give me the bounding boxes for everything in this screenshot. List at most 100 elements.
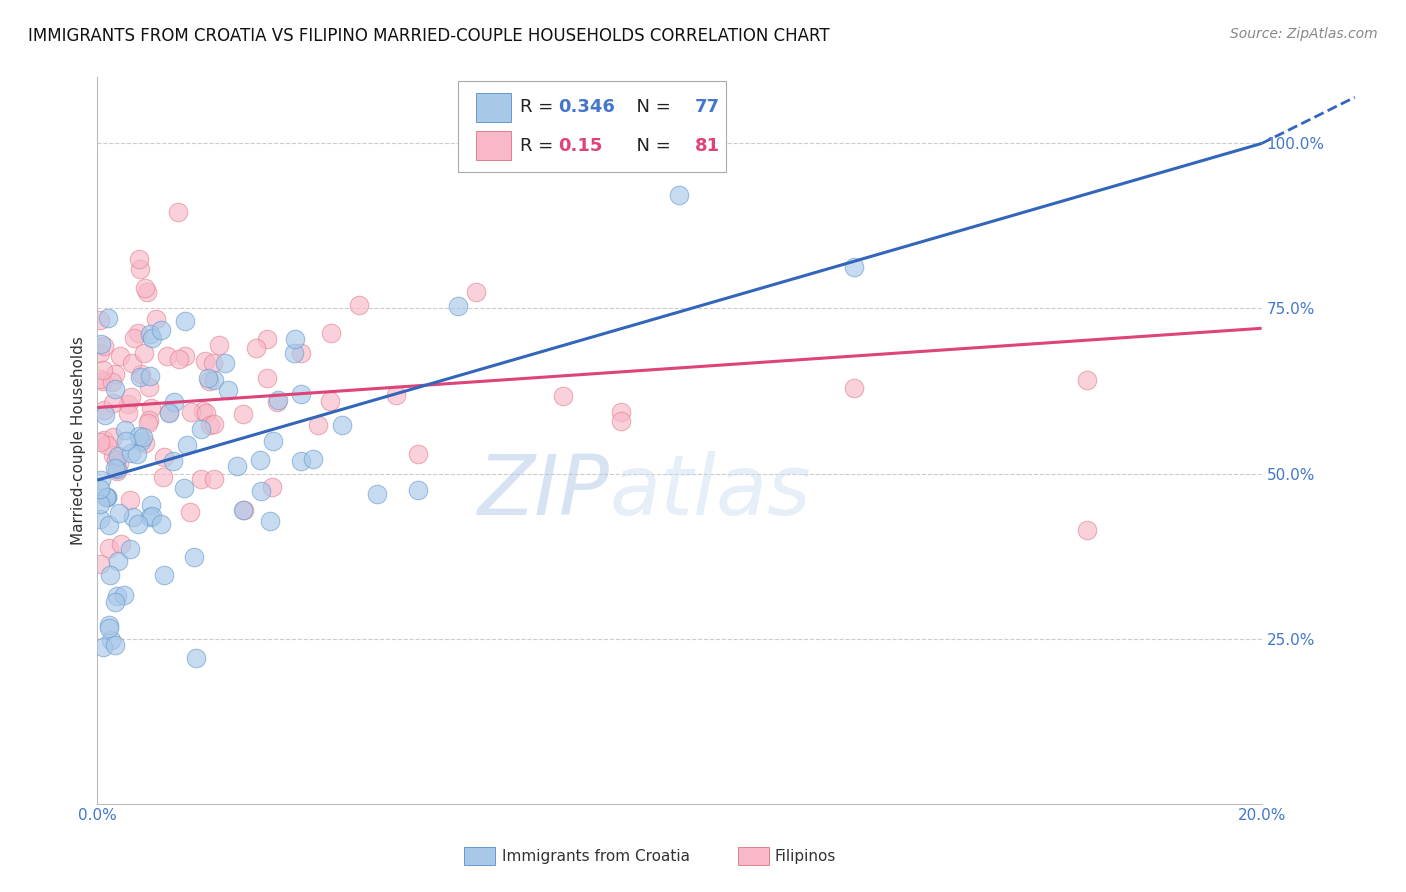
Point [232,503,254,517]
Point [136,285,159,299]
Point [139,401,162,416]
Point [127,516,149,531]
Point [89,372,111,386]
Point [301,452,323,467]
Point [107,461,129,475]
Point [180,405,202,419]
Point [1076,373,1098,387]
Point [842,260,865,275]
Point [176,438,198,452]
Point [93,434,115,448]
Point [290,454,312,468]
Point [290,386,312,401]
Point [190,472,212,486]
Point [163,395,186,409]
Point [127,447,149,461]
Point [153,567,176,582]
Point [157,406,180,420]
Point [267,392,290,407]
Text: N =: N = [624,136,676,154]
Point [179,505,201,519]
Point [115,434,138,448]
Point [447,299,470,313]
Point [89,512,111,526]
Point [198,417,221,432]
Point [108,456,131,470]
Point [98,568,121,582]
Point [91,640,114,654]
Point [139,498,162,512]
Point [120,446,142,460]
Point [330,418,353,433]
Text: atlas: atlas [610,450,811,532]
Text: ZIP: ZIP [478,450,610,532]
Point [256,371,278,385]
Point [194,405,217,419]
Point [93,339,115,353]
Point [96,491,118,505]
Point [1076,523,1098,537]
Point [319,326,342,341]
Point [107,449,129,463]
Point [226,458,249,473]
Point [162,454,184,468]
Point [842,381,865,395]
Point [89,482,111,496]
Point [141,509,163,524]
Point [132,430,155,444]
Text: Source: ZipAtlas.com: Source: ZipAtlas.com [1230,27,1378,41]
Point [167,351,190,366]
Point [101,448,124,462]
Point [138,416,160,430]
Point [307,418,329,433]
Point [108,507,131,521]
Point [249,483,271,498]
Point [89,557,111,571]
Point [259,514,281,528]
Point [98,518,121,533]
Point [94,408,117,422]
Point [157,405,180,419]
Point [139,369,162,384]
Text: 0.346: 0.346 [558,98,616,116]
Point [98,617,121,632]
Point [89,435,111,450]
FancyBboxPatch shape [475,93,510,122]
Point [183,550,205,565]
Point [194,354,217,368]
Point [204,373,226,387]
Point [105,463,128,477]
Point [214,356,236,370]
Point [138,509,160,524]
Point [173,481,195,495]
Point [103,368,125,382]
Point [141,331,163,345]
Point [122,331,145,345]
Point [283,346,305,360]
Text: IMMIGRANTS FROM CROATIA VS FILIPINO MARRIED-COUPLE HOUSEHOLDS CORRELATION CHART: IMMIGRANTS FROM CROATIA VS FILIPINO MARR… [28,27,830,45]
Point [96,491,118,505]
Point [152,450,174,464]
Point [668,188,690,202]
Point [104,460,127,475]
Point [97,311,120,326]
Point [156,349,179,363]
Point [117,397,139,411]
Point [132,346,155,360]
Point [112,588,135,602]
Point [91,374,114,388]
Point [121,509,143,524]
Text: R =: R = [520,98,560,116]
Point [366,487,388,501]
Point [98,621,121,635]
Point [108,349,131,363]
Point [107,554,129,568]
FancyBboxPatch shape [458,81,725,172]
Point [138,413,160,427]
Point [202,417,225,432]
Point [98,541,121,555]
Text: Filipinos: Filipinos [775,849,837,863]
Point [464,285,486,299]
Text: R =: R = [520,136,560,154]
Y-axis label: Married-couple Households: Married-couple Households [72,336,86,545]
